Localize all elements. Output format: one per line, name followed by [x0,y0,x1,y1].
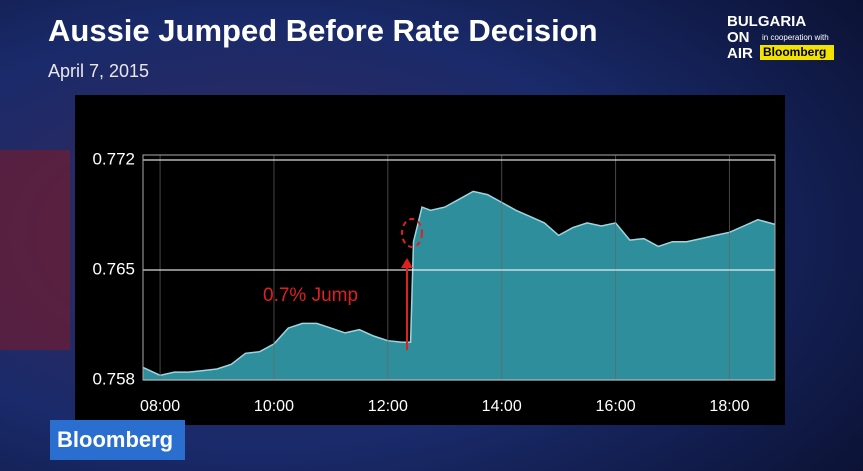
bloomberg-bug-text: Bloomberg [57,427,173,452]
annotation-text: 0.7% Jump [263,285,358,306]
area [143,191,775,380]
x-tick-label: 12:00 [368,398,408,415]
logo-box [760,45,834,60]
x-tick-label: 18:00 [709,398,749,415]
channel-logo: BULGARIA ON AIR in cooperation with Bloo… [727,13,834,62]
y-tick-label: 0.758 [92,369,135,388]
x-tick-label: 14:00 [482,398,522,415]
annotation: 0.7% Jump [263,218,423,350]
plot: 08:00 10:00 12:00 14:00 16:00 18:00 0.758 0.765… [92,149,776,415]
logo-text: AIR [727,45,753,62]
logo-text: ON [727,29,750,46]
line [142,190,776,377]
x-tick-label: 10:00 [254,398,294,415]
y-tick-label: 0.772 [92,149,135,168]
logo-text: Bloomberg [763,45,826,59]
plot-frame [142,154,776,381]
y-tick-label: 0.765 [92,259,135,278]
title: Aussie Jumped Before Rate Decision [48,13,598,48]
flag-hint [0,150,70,350]
logo-text: in cooperation with [762,33,829,42]
logo-text: BULGARIA [727,13,806,30]
arrow-head [401,258,413,268]
x-tick-label: 16:00 [596,398,636,415]
x-tick-label: 08:00 [140,398,180,415]
bloomberg-bug [50,420,185,460]
annotation-circle [401,218,423,248]
subtitle: April 7, 2015 [48,61,149,81]
